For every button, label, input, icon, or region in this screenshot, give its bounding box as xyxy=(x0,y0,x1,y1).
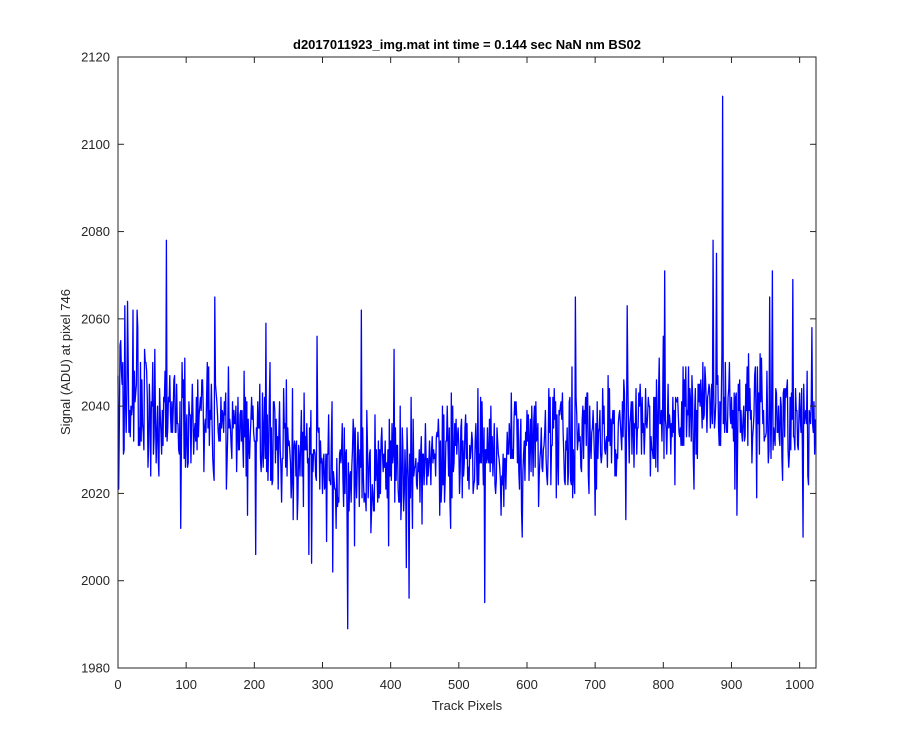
y-tick-label: 2060 xyxy=(81,311,110,326)
y-tick-label: 2000 xyxy=(81,573,110,588)
plot-area-background xyxy=(118,57,816,668)
x-axis-ticks: 0 100 200 300 400 500 600 700 800 900 1000 xyxy=(114,57,814,692)
y-tick-label: 2020 xyxy=(81,486,110,501)
x-tick-label: 300 xyxy=(312,677,334,692)
y-tick-label: 2100 xyxy=(81,137,110,152)
y-tick-label: 2120 xyxy=(81,50,110,65)
y-tick-label: 2080 xyxy=(81,224,110,239)
x-axis-label: Track Pixels xyxy=(432,698,503,713)
series-line-0 xyxy=(117,95,816,630)
x-tick-label: 600 xyxy=(516,677,538,692)
chart-title: d2017011923_img.mat int time = 0.144 sec… xyxy=(293,37,641,52)
x-tick-label: 800 xyxy=(652,677,674,692)
y-tick-label: 1980 xyxy=(81,661,110,676)
y-axis-label: Signal (ADU) at pixel 746 xyxy=(58,289,73,435)
x-tick-label: 1000 xyxy=(785,677,814,692)
x-tick-label: 0 xyxy=(114,677,121,692)
y-axis-ticks: 1980 2000 2020 2040 2060 2080 2100 2120 xyxy=(81,50,816,676)
x-tick-label: 200 xyxy=(243,677,265,692)
axes-box xyxy=(117,56,817,669)
x-tick-label: 500 xyxy=(448,677,470,692)
x-tick-label: 900 xyxy=(721,677,743,692)
x-tick-label: 100 xyxy=(175,677,197,692)
series-layer xyxy=(117,95,816,630)
x-tick-label: 700 xyxy=(584,677,606,692)
y-tick-label: 2040 xyxy=(81,399,110,414)
x-tick-label: 400 xyxy=(380,677,402,692)
